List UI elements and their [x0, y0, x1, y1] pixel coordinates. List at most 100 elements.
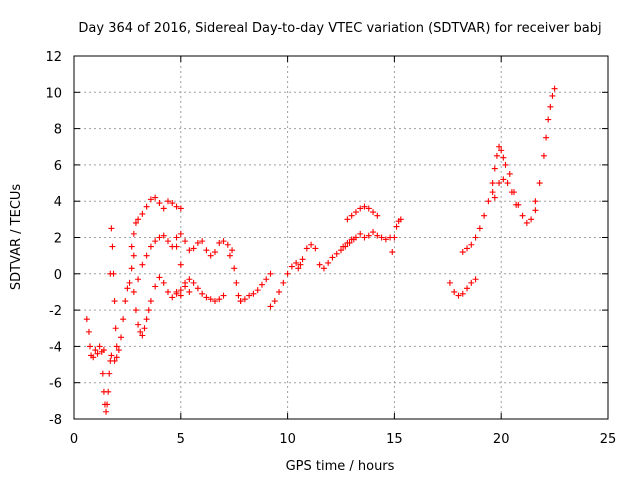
- data-point: [532, 207, 539, 214]
- y-axis-label: SDTVAR / TECUs: [9, 184, 24, 291]
- data-point: [523, 219, 530, 226]
- data-point: [229, 247, 236, 254]
- data-point: [211, 298, 218, 305]
- data-point: [382, 236, 389, 243]
- data-point: [128, 243, 135, 250]
- y-tick-label: 10: [45, 86, 62, 101]
- data-point: [99, 370, 106, 377]
- y-tick-label: -4: [49, 340, 62, 355]
- data-point: [446, 279, 453, 286]
- data-point: [132, 307, 139, 314]
- data-point: [152, 194, 159, 201]
- data-point: [540, 152, 547, 159]
- series-seg-mid-drop: [173, 243, 193, 295]
- data-point: [182, 238, 189, 245]
- data-point: [111, 357, 118, 364]
- data-point: [216, 296, 223, 303]
- data-point: [250, 290, 257, 297]
- series-seg-20h: [489, 143, 539, 226]
- data-point: [113, 343, 120, 350]
- data-point: [224, 241, 231, 248]
- data-point: [312, 245, 319, 252]
- data-point: [220, 238, 227, 245]
- x-tick-label: 5: [177, 432, 185, 447]
- data-point: [246, 292, 253, 299]
- series-seg-18h: [446, 276, 479, 299]
- y-tick-label: -6: [49, 377, 62, 392]
- data-point: [344, 216, 351, 223]
- data-point: [145, 307, 152, 314]
- series-seg-dip: [99, 352, 115, 415]
- data-point: [545, 116, 552, 123]
- data-point: [393, 223, 400, 230]
- data-point: [489, 180, 496, 187]
- data-point: [108, 352, 115, 359]
- data-point: [263, 276, 270, 283]
- data-point: [152, 283, 159, 290]
- data-point: [103, 408, 110, 415]
- series-seg-19h: [459, 189, 496, 256]
- data-point: [147, 298, 154, 305]
- data-point: [128, 265, 135, 272]
- data-point: [104, 401, 111, 408]
- data-point: [207, 296, 214, 303]
- y-tick-label: 12: [45, 50, 62, 65]
- data-point: [135, 321, 142, 328]
- data-point: [143, 316, 150, 323]
- data-point: [169, 200, 176, 207]
- x-tick-label: 10: [279, 432, 296, 447]
- data-point: [152, 238, 159, 245]
- data-point: [203, 247, 210, 254]
- y-tick-label: -2: [49, 304, 62, 319]
- data-point: [496, 143, 503, 150]
- data-point: [258, 281, 265, 288]
- data-point: [186, 276, 193, 283]
- data-point: [173, 203, 180, 210]
- series-seg-rise: [111, 252, 137, 364]
- series-seg-spike: [107, 225, 120, 350]
- data-point: [357, 205, 364, 212]
- data-point: [112, 325, 119, 332]
- data-point: [370, 229, 377, 236]
- data-point: [92, 347, 99, 354]
- data-point: [320, 265, 327, 272]
- series-seg-end-drop: [226, 252, 244, 305]
- data-point: [147, 196, 154, 203]
- data-point: [143, 252, 150, 259]
- data-point: [220, 292, 227, 299]
- data-point: [397, 216, 404, 223]
- data-point: [130, 288, 137, 295]
- series-seg-22h: [532, 85, 558, 205]
- data-point: [374, 212, 381, 219]
- data-point: [177, 205, 184, 212]
- data-point: [135, 216, 142, 223]
- data-point: [173, 243, 180, 250]
- data-point: [280, 279, 287, 286]
- data-point: [160, 279, 167, 286]
- data-point: [389, 249, 396, 256]
- data-points: [83, 85, 558, 415]
- data-point: [267, 303, 274, 310]
- data-point: [122, 298, 129, 305]
- data-point: [528, 216, 535, 223]
- data-point: [271, 298, 278, 305]
- data-point: [194, 239, 201, 246]
- data-point: [543, 134, 550, 141]
- x-tick-label: 0: [70, 432, 78, 447]
- data-point: [295, 265, 302, 272]
- data-point: [130, 230, 137, 237]
- data-point: [472, 234, 479, 241]
- data-point: [124, 285, 131, 292]
- data-point: [132, 219, 139, 226]
- data-point: [106, 370, 113, 377]
- data-point: [96, 343, 103, 350]
- data-point: [297, 261, 304, 268]
- data-point: [338, 247, 344, 254]
- x-tick-label: 15: [386, 432, 403, 447]
- data-point: [303, 245, 310, 252]
- data-point: [316, 261, 323, 268]
- data-point: [173, 234, 180, 241]
- data-point: [489, 189, 496, 196]
- data-point: [468, 279, 475, 286]
- data-point: [500, 176, 507, 183]
